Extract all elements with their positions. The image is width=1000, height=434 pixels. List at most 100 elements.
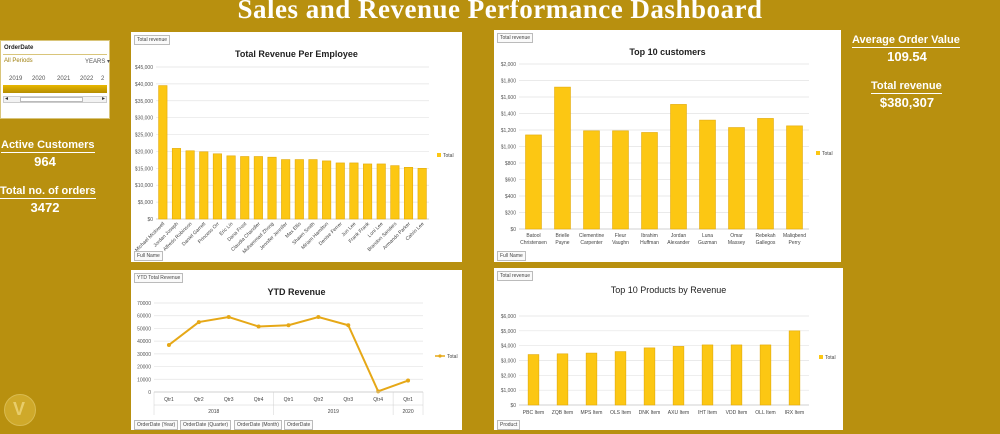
y-tick-label: $0 [510, 403, 516, 409]
slicer-year-2020[interactable]: 2020 [32, 76, 46, 82]
active-customers-value: 964 [34, 154, 56, 169]
slicer-year-2019[interactable]: 2019 [9, 76, 23, 82]
bar [701, 344, 714, 406]
slicer-year-2023[interactable]: 2 [101, 76, 105, 82]
y-tick-label: 30000 [137, 352, 151, 358]
bar [253, 156, 263, 220]
slicer-level-dropdown[interactable]: YEARS ▾ [85, 59, 111, 65]
bar [672, 346, 685, 406]
y-tick-label: $800 [505, 161, 516, 167]
axis-field-tag[interactable]: Full Name [134, 251, 163, 261]
bar [527, 354, 540, 406]
y-tick-label: $1,000 [501, 388, 517, 394]
x-group-label: 2020 [402, 409, 413, 415]
y-tick-label: $40,000 [135, 82, 153, 88]
y-tick-label: $10,000 [135, 183, 153, 189]
axis-field-tag[interactable]: Full Name [497, 251, 526, 261]
field-button-date[interactable]: OrderDate [284, 420, 314, 430]
data-point [346, 323, 351, 328]
x-tick-label: OLS Item [610, 410, 631, 416]
bar [612, 130, 629, 230]
x-tick-label: IRX Item [785, 410, 804, 416]
x-tick-label: DNK Item [639, 410, 661, 416]
legend-label: Total [825, 355, 836, 361]
x-tick-label: Payne [555, 240, 569, 246]
field-tag[interactable]: YTD Total Revenue [134, 273, 184, 283]
y-tick-label: $5,000 [138, 200, 154, 206]
x-tick-label: Gallegos [756, 240, 776, 246]
y-tick-label: $0 [147, 217, 153, 223]
x-group-label: 2019 [328, 409, 339, 415]
bar [786, 125, 803, 230]
y-tick-label: 40000 [137, 339, 151, 345]
y-tick-label: $25,000 [135, 133, 153, 139]
legend-marker [438, 354, 442, 358]
bar [670, 104, 687, 230]
bar [212, 153, 222, 220]
slicer-year-2022[interactable]: 2022 [80, 76, 94, 82]
scrollbar-thumb[interactable] [20, 97, 83, 102]
x-tick-label: Qtr1 [164, 397, 174, 403]
x-tick-label: Christensen [520, 240, 547, 246]
x-tick-label: IHT Item [698, 410, 717, 416]
data-point [286, 323, 291, 328]
bar [335, 162, 345, 220]
y-tick-label: $200 [505, 211, 516, 217]
bar [554, 86, 571, 230]
bar [199, 151, 209, 220]
y-tick-label: $45,000 [135, 65, 153, 71]
field-tag[interactable]: Total revenue [497, 271, 534, 281]
employee-revenue-chart: $0 $5,000 $10,000 $15,000 $20,000 $25,000 $30,… [134, 65, 453, 255]
scroll-left-icon[interactable]: ◂ [5, 96, 9, 102]
bar [322, 160, 332, 220]
y-tick-label: $1,600 [501, 95, 517, 101]
total-revenue-value: $380,307 [879, 95, 935, 110]
y-tick-label: $5,000 [501, 329, 517, 335]
x-tick-label: Qtr1 [284, 397, 294, 403]
brand-logo: V [4, 394, 36, 426]
top-products-chart: $0 $1,000 $2,000 $3,000 $4,000 $5,000 $6,000 PB… [501, 314, 836, 416]
axis-field-tag[interactable]: Product [497, 420, 521, 430]
y-tick-label: $0 [510, 227, 516, 233]
bar [641, 132, 658, 230]
bar [730, 344, 743, 406]
employee-revenue-chart-panel: Total revenue Total Revenue Per Employee… [131, 32, 462, 262]
field-button-quarter[interactable]: OrderDate (Quarter) [180, 420, 232, 430]
y-tick-label: $600 [505, 178, 516, 184]
aov-value: 109.54 [887, 49, 927, 64]
top-products-chart-panel: Total revenue Top 10 Products by Revenue… [494, 268, 843, 430]
x-tick-label: ZQB Item [552, 410, 573, 416]
slicer-scrollbar[interactable]: ◂ ▸ [3, 96, 107, 103]
y-tick-label: $2,000 [501, 373, 517, 379]
x-tick-label: AXU Item [668, 410, 689, 416]
field-button-year[interactable]: OrderDate (Year) [134, 420, 179, 430]
data-point [256, 324, 261, 329]
field-tag[interactable]: Total revenue [134, 35, 171, 45]
bar [376, 163, 386, 220]
field-tag[interactable]: Total revenue [497, 33, 534, 43]
scroll-right-icon[interactable]: ▸ [101, 96, 105, 102]
bar [403, 167, 414, 220]
chevron-down-icon: ▾ [107, 59, 111, 65]
total-orders-label: Total no. of orders [0, 185, 96, 199]
bar [308, 159, 318, 220]
slicer-year-2021[interactable]: 2021 [57, 76, 71, 82]
bar [363, 163, 373, 220]
data-point [196, 320, 201, 325]
y-tick-label: 70000 [137, 301, 151, 307]
chart-title: Top 10 Products by Revenue [610, 285, 727, 295]
y-tick-label: $400 [505, 194, 516, 200]
bar [267, 156, 277, 220]
bar [583, 130, 600, 230]
y-tick-label: $15,000 [135, 166, 153, 172]
x-tick-label: Qtr4 [254, 397, 264, 403]
slicer-divider [3, 54, 107, 55]
field-button-month[interactable]: OrderDate (Month) [234, 420, 282, 430]
slicer-timeline-bar[interactable] [3, 85, 107, 93]
bar [699, 119, 716, 230]
total-orders-value: 3472 [30, 200, 60, 215]
y-tick-label: 0 [148, 390, 151, 396]
orderdate-slicer[interactable]: OrderDate All Periods YEARS ▾ 2019 2020 … [0, 40, 110, 119]
x-tick-label: Omar [730, 233, 743, 239]
aov-label: Average Order Value [852, 34, 960, 48]
